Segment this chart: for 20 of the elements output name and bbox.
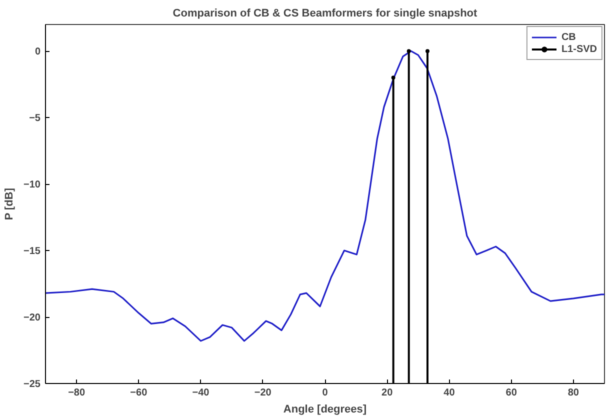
x-tick-label: 80 (568, 388, 580, 398)
x-tick-label: −20 (254, 388, 272, 398)
x-tick-label: 0 (322, 388, 328, 398)
y-tick-label: −10 (24, 180, 41, 191)
legend-label: L1-SVD (561, 43, 597, 55)
y-tick-label: −25 (24, 379, 41, 390)
x-tick-label: 20 (382, 388, 394, 398)
legend-label: CB (561, 31, 577, 43)
chart-title: Comparison of CB & CS Beamformers for single snapshot (172, 8, 478, 20)
x-tick-label: −60 (130, 388, 148, 398)
y-tick-label: 0 (34, 46, 41, 58)
x-tick-label: 40 (444, 388, 456, 398)
y-tick-label: −5 (29, 113, 41, 124)
x-tick-label: −40 (192, 388, 210, 398)
x-axis-title: Angle [degrees] (283, 404, 367, 416)
y-axis-title: P [dB] (4, 188, 16, 220)
y-tick-label: −20 (24, 312, 41, 324)
y-tick-label: −15 (24, 246, 41, 258)
x-tick-label: 60 (506, 388, 518, 398)
x-tick-label: −80 (68, 388, 86, 398)
